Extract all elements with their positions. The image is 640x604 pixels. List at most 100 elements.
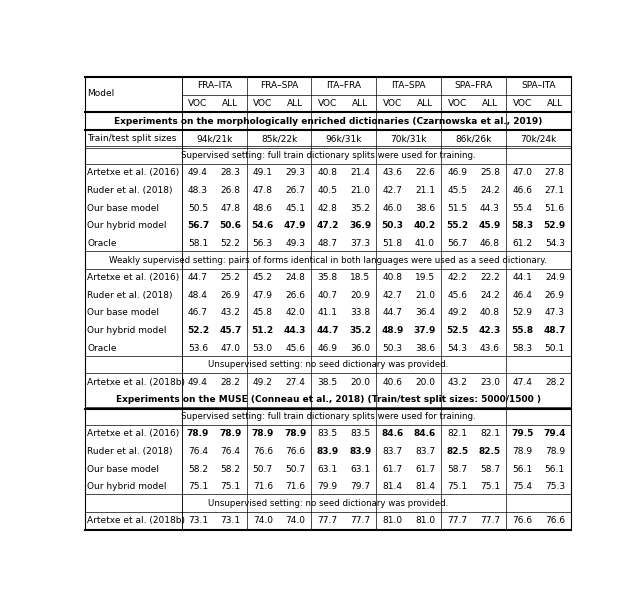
- Text: 58.7: 58.7: [447, 464, 468, 474]
- Text: 37.3: 37.3: [350, 239, 370, 248]
- Text: 45.6: 45.6: [285, 344, 305, 353]
- Text: 47.9: 47.9: [253, 291, 273, 300]
- Text: 50.3: 50.3: [383, 344, 403, 353]
- Text: 27.4: 27.4: [285, 378, 305, 387]
- Text: 51.8: 51.8: [383, 239, 403, 248]
- Text: ALL: ALL: [482, 99, 498, 108]
- Text: 20.0: 20.0: [350, 378, 370, 387]
- Text: VOC: VOC: [188, 99, 207, 108]
- Text: 77.7: 77.7: [480, 516, 500, 525]
- Text: 48.9: 48.9: [381, 326, 404, 335]
- Text: Artetxe et al. (2016): Artetxe et al. (2016): [88, 273, 180, 282]
- Text: 52.2: 52.2: [187, 326, 209, 335]
- Text: 49.4: 49.4: [188, 169, 208, 178]
- Text: 82.5: 82.5: [447, 447, 468, 456]
- Text: 61.2: 61.2: [513, 239, 532, 248]
- Text: 46.7: 46.7: [188, 309, 208, 317]
- Text: 54.3: 54.3: [447, 344, 467, 353]
- Text: 49.2: 49.2: [253, 378, 273, 387]
- Text: Oracle: Oracle: [88, 344, 117, 353]
- Text: Model: Model: [88, 89, 115, 97]
- Text: 82.1: 82.1: [480, 429, 500, 439]
- Text: 44.3: 44.3: [284, 326, 307, 335]
- Text: 44.7: 44.7: [316, 326, 339, 335]
- Text: Ruder et al. (2018): Ruder et al. (2018): [88, 186, 173, 195]
- Text: 26.6: 26.6: [285, 291, 305, 300]
- Text: 46.6: 46.6: [513, 186, 532, 195]
- Text: Our hybrid model: Our hybrid model: [88, 222, 167, 231]
- Text: 75.4: 75.4: [513, 482, 532, 491]
- Text: Our hybrid model: Our hybrid model: [88, 482, 167, 491]
- Text: ALL: ALL: [352, 99, 368, 108]
- Text: 24.2: 24.2: [480, 186, 500, 195]
- Text: 19.5: 19.5: [415, 273, 435, 282]
- Text: ITA–SPA: ITA–SPA: [392, 80, 426, 89]
- Text: 83.5: 83.5: [317, 429, 338, 439]
- Text: 48.6: 48.6: [253, 204, 273, 213]
- Text: 75.1: 75.1: [188, 482, 208, 491]
- Text: 44.7: 44.7: [383, 309, 403, 317]
- Text: 55.8: 55.8: [511, 326, 533, 335]
- Text: 50.1: 50.1: [545, 344, 565, 353]
- Text: 47.9: 47.9: [284, 222, 307, 231]
- Text: 78.9: 78.9: [284, 429, 307, 439]
- Text: ALL: ALL: [547, 99, 563, 108]
- Text: 63.1: 63.1: [317, 464, 338, 474]
- Text: 26.7: 26.7: [285, 186, 305, 195]
- Text: 49.4: 49.4: [188, 378, 208, 387]
- Text: 70k/31k: 70k/31k: [390, 135, 427, 144]
- Text: VOC: VOC: [383, 99, 402, 108]
- Text: 77.7: 77.7: [317, 516, 338, 525]
- Text: 24.9: 24.9: [545, 273, 564, 282]
- Text: 78.9: 78.9: [187, 429, 209, 439]
- Text: 40.5: 40.5: [317, 186, 338, 195]
- Text: 70k/24k: 70k/24k: [520, 135, 557, 144]
- Text: 20.0: 20.0: [415, 378, 435, 387]
- Text: Oracle: Oracle: [88, 239, 117, 248]
- Text: 75.1: 75.1: [480, 482, 500, 491]
- Text: 38.6: 38.6: [415, 344, 435, 353]
- Text: 26.9: 26.9: [220, 291, 241, 300]
- Text: 21.0: 21.0: [350, 186, 370, 195]
- Text: 38.5: 38.5: [317, 378, 338, 387]
- Text: 56.3: 56.3: [253, 239, 273, 248]
- Text: 47.0: 47.0: [220, 344, 241, 353]
- Text: 76.6: 76.6: [253, 447, 273, 456]
- Text: 79.7: 79.7: [350, 482, 370, 491]
- Text: 20.9: 20.9: [350, 291, 370, 300]
- Text: 76.4: 76.4: [220, 447, 241, 456]
- Text: 27.1: 27.1: [545, 186, 565, 195]
- Text: ALL: ALL: [287, 99, 303, 108]
- Text: Supervised setting: full train dictionary splits were used for training.: Supervised setting: full train dictionar…: [180, 412, 476, 421]
- Text: ALL: ALL: [417, 99, 433, 108]
- Text: 48.4: 48.4: [188, 291, 208, 300]
- Text: Our base model: Our base model: [88, 309, 159, 317]
- Text: 61.7: 61.7: [415, 464, 435, 474]
- Text: 43.6: 43.6: [383, 169, 403, 178]
- Text: 52.5: 52.5: [447, 326, 468, 335]
- Text: 35.2: 35.2: [350, 204, 370, 213]
- Text: 26.9: 26.9: [545, 291, 565, 300]
- Text: 45.8: 45.8: [253, 309, 273, 317]
- Text: 22.6: 22.6: [415, 169, 435, 178]
- Text: 41.1: 41.1: [317, 309, 338, 317]
- Text: 21.0: 21.0: [415, 291, 435, 300]
- Text: 24.2: 24.2: [480, 291, 500, 300]
- Text: Our base model: Our base model: [88, 204, 159, 213]
- Text: 61.7: 61.7: [383, 464, 403, 474]
- Text: 81.4: 81.4: [383, 482, 403, 491]
- Text: 94k/21k: 94k/21k: [196, 135, 232, 144]
- Text: 56.1: 56.1: [545, 464, 565, 474]
- Text: 71.6: 71.6: [285, 482, 305, 491]
- Text: 22.2: 22.2: [480, 273, 500, 282]
- Text: Unsupervised setting: no seed dictionary was provided.: Unsupervised setting: no seed dictionary…: [208, 499, 448, 508]
- Text: 46.9: 46.9: [447, 169, 467, 178]
- Text: 77.7: 77.7: [447, 516, 468, 525]
- Text: 44.3: 44.3: [480, 204, 500, 213]
- Text: 46.4: 46.4: [513, 291, 532, 300]
- Text: 84.6: 84.6: [381, 429, 404, 439]
- Text: 81.0: 81.0: [415, 516, 435, 525]
- Text: Artetxe et al. (2016): Artetxe et al. (2016): [88, 429, 180, 439]
- Text: 49.2: 49.2: [447, 309, 467, 317]
- Text: 73.1: 73.1: [188, 516, 208, 525]
